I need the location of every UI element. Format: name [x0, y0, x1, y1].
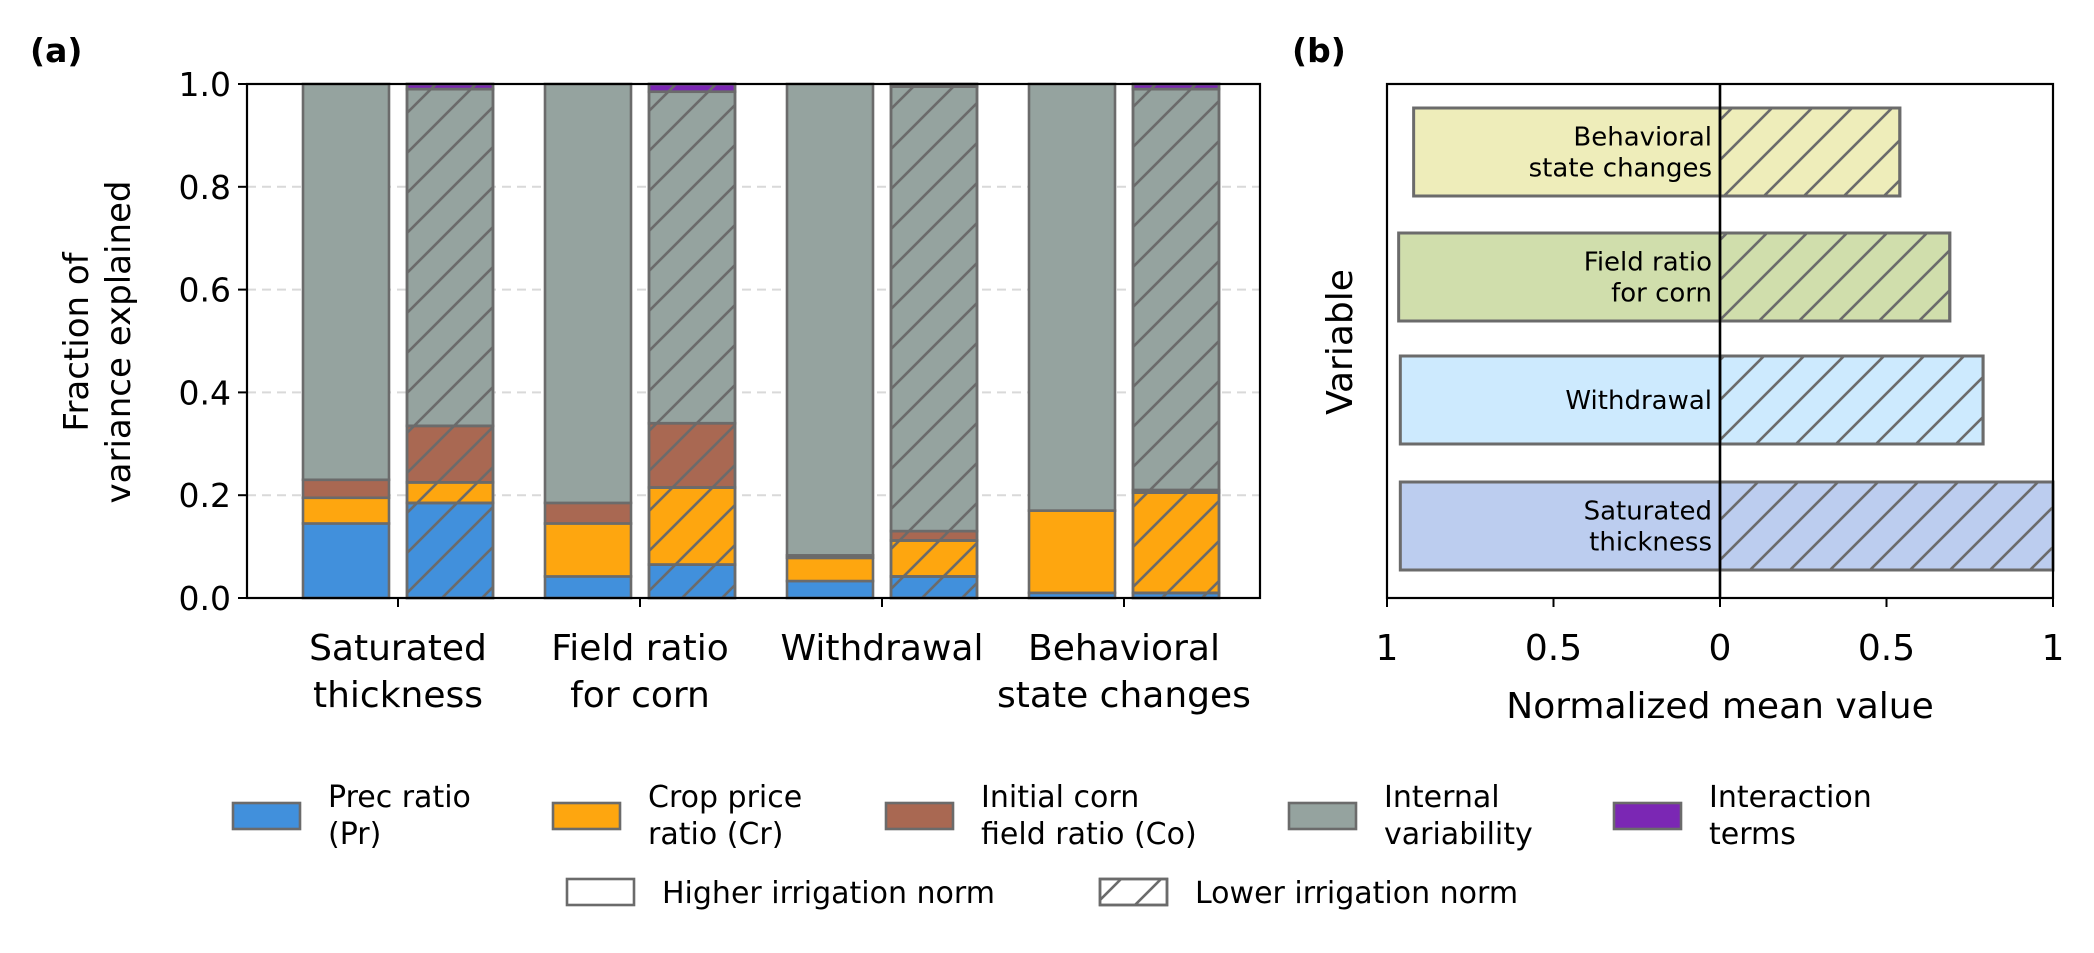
bar-segment-crop — [1027, 509, 1117, 595]
bar-higher-norm — [1398, 480, 1722, 572]
bar-label: thickness — [1589, 528, 1712, 558]
legend-swatch-hatch — [1098, 877, 1169, 907]
bar-label: for corn — [1611, 279, 1712, 309]
legend-swatch-prec — [231, 801, 302, 831]
bar-hatch — [889, 85, 979, 533]
x-tick-label: Withdrawal — [781, 628, 984, 669]
bar-segment-internal — [1027, 82, 1117, 512]
legend-label: Lower irrigation norm — [1195, 876, 1518, 911]
bar-hatch — [1718, 106, 1902, 198]
x-tick-label: 1 — [2042, 628, 2065, 669]
bar-label: Saturated — [1584, 497, 1712, 527]
bar-segment-internal — [301, 82, 391, 482]
bar-higher-norm — [1412, 106, 1722, 198]
legend-label: Higher irrigation norm — [662, 876, 995, 911]
bar-label: Withdrawal — [1565, 386, 1712, 416]
legend-label: field ratio (Co) — [981, 817, 1197, 852]
legend-swatch-corn — [884, 801, 955, 831]
bar-hatch — [1131, 491, 1221, 595]
legend-swatch-higher — [565, 877, 636, 907]
y-tick-label: 0.6 — [179, 271, 231, 310]
bar-hatch — [1718, 480, 2055, 572]
bar-hatch — [889, 539, 979, 578]
x-tick-label: 1 — [1376, 628, 1399, 669]
legend-label: Internal — [1384, 780, 1500, 815]
bar-hatch — [405, 501, 495, 600]
x-tick-label: for corn — [570, 675, 710, 716]
legend-swatch-interaction — [1612, 801, 1683, 831]
y-axis-label-line: variance explained — [99, 181, 139, 504]
panel-label-a: (a) — [30, 31, 82, 70]
legend-label: (Pr) — [328, 817, 381, 852]
x-tick-label: 0.5 — [1525, 628, 1582, 669]
bar-hatch — [1718, 354, 1985, 446]
legend-label: terms — [1709, 817, 1796, 852]
legend-swatch-crop — [551, 801, 622, 831]
y-tick-label: 1.0 — [179, 65, 231, 104]
x-tick-label: thickness — [313, 675, 483, 716]
x-tick-label: state changes — [997, 675, 1251, 716]
y-tick-label: 0.0 — [179, 579, 231, 618]
bar-hatch — [1718, 231, 1952, 323]
bar-hatch — [889, 575, 979, 600]
y-axis-label-b: Variable — [1320, 269, 1361, 415]
bar-hatch — [1131, 87, 1221, 492]
bar-hatch — [647, 421, 737, 489]
bar-segment-internal — [785, 82, 875, 557]
y-axis-label-line: Fraction of — [57, 251, 97, 431]
legend-swatch-internal — [1287, 801, 1358, 831]
bar-hatch — [647, 563, 737, 600]
bar-hatch — [647, 82, 737, 94]
bar-hatch — [647, 90, 737, 425]
bar-segment-crop — [785, 556, 875, 583]
bar-segment-internal — [543, 82, 633, 505]
y-axis-label-a: Fraction of variance explained — [57, 181, 139, 504]
bar-label: Behavioral — [1573, 123, 1712, 153]
bar-segment-crop — [301, 496, 391, 525]
bar-segment-corn — [543, 501, 633, 525]
bar-segment-prec — [543, 575, 633, 600]
bar-hatch — [647, 486, 737, 566]
y-tick-label: 0.4 — [179, 373, 231, 412]
x-tick-label: 0.5 — [1858, 628, 1915, 669]
bar-label: Field ratio — [1584, 248, 1712, 278]
legend-label: Initial corn — [981, 780, 1139, 815]
bar-segment-corn — [301, 478, 391, 500]
panel-a: (a) 0.0 0.2 0.4 0.6 0.8 1.0 Fraction of variance… — [30, 31, 1262, 716]
bar-hatch — [405, 481, 495, 505]
bar-hatch — [405, 424, 495, 484]
legend-label: variability — [1384, 817, 1533, 852]
panel-label-b: (b) — [1292, 31, 1346, 70]
axes-frame-a — [245, 82, 1262, 600]
x-axis-label-b: Normalized mean value — [1506, 686, 1933, 727]
legend-label: Crop price — [648, 780, 802, 815]
y-tick-label: 0.2 — [179, 476, 231, 515]
x-tick-label: Saturated — [309, 628, 487, 669]
x-tick-label: Field ratio — [551, 628, 729, 669]
bar-segment-prec — [301, 522, 391, 600]
legend-label: Prec ratio — [328, 780, 471, 815]
bar-hatch — [405, 87, 495, 428]
bar-segment-crop — [543, 522, 633, 578]
x-tick-label: 0 — [1709, 628, 1732, 669]
legend-label: ratio (Cr) — [648, 817, 783, 852]
x-tick-label: Behavioral — [1028, 628, 1220, 669]
y-tick-label: 0.8 — [179, 168, 231, 207]
bar-label: state changes — [1529, 154, 1712, 184]
legend-label: Interaction — [1709, 780, 1872, 815]
bar-hatch — [889, 529, 979, 542]
bar-segment-prec — [785, 579, 875, 600]
y-axis-label-b-group: Variable — [1320, 269, 1361, 415]
